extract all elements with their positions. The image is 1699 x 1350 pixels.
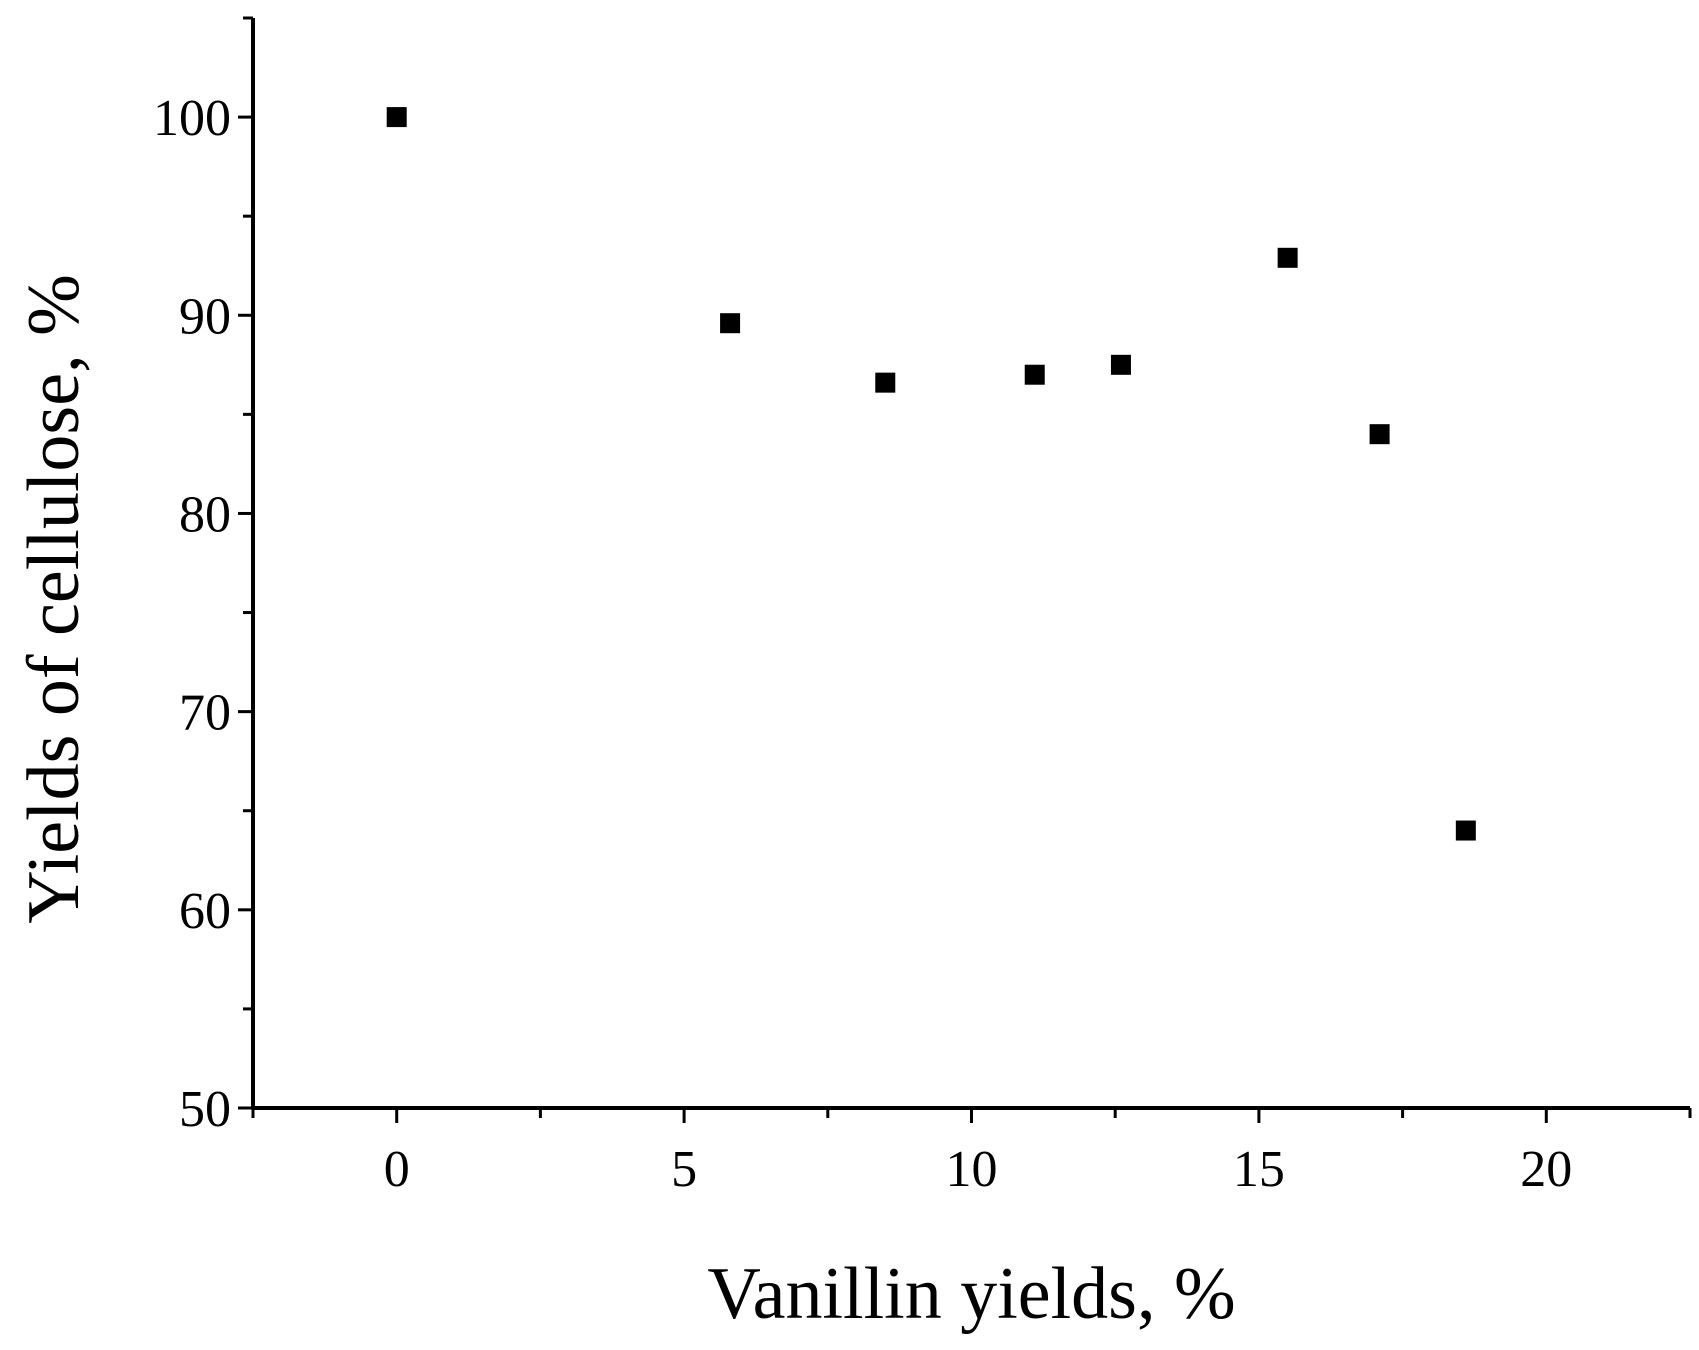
data-point <box>1024 364 1045 385</box>
y-axis-title: Yields of cellulose, % <box>13 274 95 923</box>
data-point <box>1369 424 1390 445</box>
data-points <box>386 107 1476 841</box>
data-point <box>386 107 407 128</box>
data-point <box>720 313 741 334</box>
data-point <box>875 372 896 393</box>
y-tick-label: 60 <box>179 883 231 940</box>
data-point <box>1277 247 1298 268</box>
y-tick-label: 70 <box>179 685 231 742</box>
x-axis-title: Vanillin yields, % <box>707 1253 1235 1335</box>
x-tick-label: 20 <box>1520 1141 1572 1198</box>
data-point <box>1110 354 1131 375</box>
x-tick-label: 15 <box>1233 1141 1285 1198</box>
data-point <box>1455 820 1476 841</box>
x-tick-label: 5 <box>671 1141 697 1198</box>
y-tick-label: 90 <box>179 288 231 345</box>
axes <box>251 18 1690 1110</box>
x-tick-label: 10 <box>946 1141 998 1198</box>
x-axis-ticks: 0 5 10 15 20 <box>251 1108 1692 1198</box>
y-tick-label: 50 <box>179 1081 231 1138</box>
y-tick-label: 100 <box>153 90 231 147</box>
x-tick-label: 0 <box>384 1141 410 1198</box>
y-tick-label: 80 <box>179 486 231 543</box>
y-axis-ticks: 50 60 70 80 90 100 <box>153 16 253 1138</box>
